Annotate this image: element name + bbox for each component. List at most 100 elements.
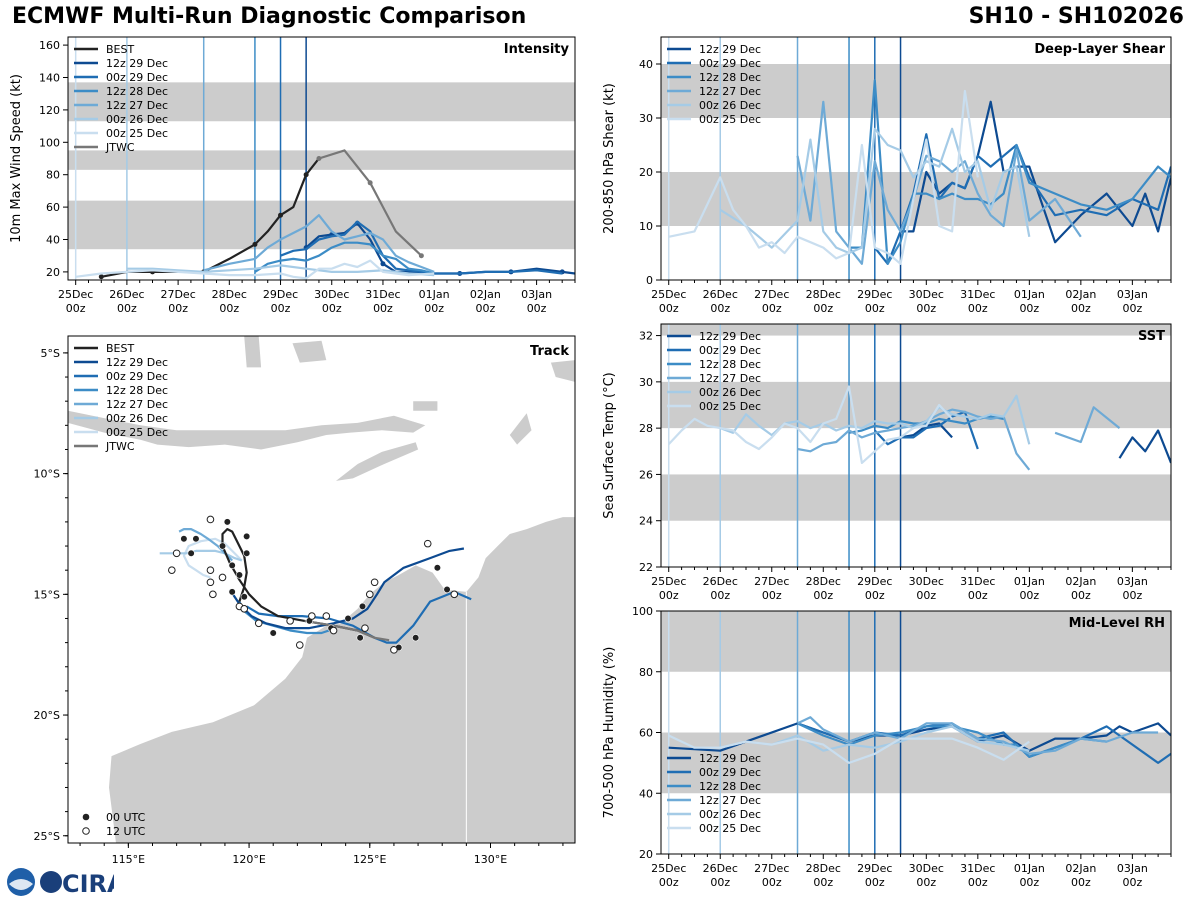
intensity-y-tick-label-20: 20	[46, 266, 60, 279]
sst-y-tick-label-32: 32	[639, 330, 653, 343]
intensity-point-best-0	[98, 274, 104, 280]
rh-band-1	[661, 611, 1171, 672]
sst-x-tick-label-4: 29Dec	[857, 575, 892, 588]
sst-series-00z-26-dec	[719, 394, 1031, 445]
track-point-12utc-3	[206, 566, 215, 574]
track-point-12utc-13	[329, 626, 338, 635]
track-series-00z-25-dec	[182, 537, 243, 579]
track-point-12utc-0	[206, 515, 215, 524]
shear-x-tick-label-hour-9: 00z	[1122, 302, 1142, 315]
sst-x-tick-label-hour-2: 00z	[762, 589, 782, 602]
shear-y-tick-label-10: 10	[639, 220, 653, 233]
sst-band-1	[661, 381, 1171, 429]
shear-y-tick-label-20: 20	[639, 166, 653, 179]
shear-x-tick-label-5: 30Dec	[909, 288, 944, 301]
intensity-legend-label-00z-29-dec: 00z 29 Dec	[106, 71, 168, 84]
rh-x-tick-label-5: 30Dec	[909, 862, 944, 875]
rh-legend-label-00z-26-dec: 00z 26 Dec	[699, 808, 761, 821]
sst-series-00z-29-dec	[873, 410, 979, 450]
rh-x-tick-label-hour-9: 00z	[1122, 876, 1142, 889]
intensity-point-12z-29-dec-6	[380, 261, 386, 267]
track-point-12utc-18	[390, 646, 398, 654]
track-point-12utc-8	[240, 605, 249, 613]
shear-y-tick-label-30: 30	[639, 112, 653, 125]
intensity-band-0	[68, 200, 575, 250]
intensity-legend-label-best: BEST	[106, 43, 134, 56]
sst-legend-label-12z-29-dec: 12z 29 Dec	[699, 330, 761, 343]
sst-series-00z-25-dec	[667, 385, 953, 464]
intensity-x-tick-label-hour-8: 00z	[475, 302, 495, 315]
intensity-chart: 25Dec00z26Dec00z27Dec00z28Dec00z29Dec00z…	[9, 36, 576, 315]
shear-legend-label-00z-26-dec: 00z 26 Dec	[699, 99, 761, 112]
sst-x-tick-label-hour-8: 00z	[1071, 589, 1091, 602]
track-series-00z-26-dec	[159, 549, 243, 562]
storm-id: SH10 - SH102026	[968, 4, 1184, 29]
track-x-tick-label-1: 120°E	[232, 853, 265, 866]
shear-legend-label-12z-29-dec: 12z 29 Dec	[699, 43, 761, 56]
kai-islands	[550, 360, 575, 382]
track-legend-label-12z-29-dec: 12z 29 Dec	[106, 356, 168, 369]
intensity-legend-label-00z-25-dec: 00z 25 Dec	[106, 127, 168, 140]
track-legend-label-jtwc: JTWC	[105, 440, 135, 453]
sst-frame	[660, 323, 1172, 568]
shear-legend-label-12z-27-dec: 12z 27 Dec	[699, 85, 761, 98]
rh-y-tick-label-100: 100	[632, 605, 653, 618]
track-legend-label-00z-26-dec: 00z 26 Dec	[106, 412, 168, 425]
track-point-12utc-11	[295, 641, 304, 649]
shear-band-1	[661, 64, 1171, 118]
sst-plot-area	[661, 324, 1171, 567]
track-y-tick-label-3: 20°S	[34, 709, 60, 722]
track-point-00utc-19	[443, 585, 451, 594]
intensity-y-tick-label-140: 140	[39, 72, 60, 85]
track-legend-label-00utc: 00 UTC	[106, 811, 146, 824]
track-point-12utc-16	[365, 590, 374, 599]
sst-band-2	[661, 324, 1171, 336]
intensity-point-best-10	[303, 172, 309, 178]
rh-x-tick-label-hour-7: 00z	[1019, 876, 1039, 889]
rh-x-tick-label-hour-1: 00z	[710, 876, 730, 889]
track-point-00utc-2	[180, 535, 188, 543]
track-series-12z-29-dec	[228, 547, 465, 630]
sst-x-tick-label-hour-6: 00z	[968, 589, 988, 602]
sulawesi-coast	[244, 336, 262, 368]
shear-chart: 25Dec00z26Dec00z27Dec00z28Dec00z29Dec00z…	[602, 36, 1172, 315]
rh-x-tick-label-hour-5: 00z	[916, 876, 936, 889]
track-point-12utc-9	[254, 619, 263, 628]
shear-panel-title: Deep-Layer Shear	[1034, 42, 1165, 57]
rh-x-tick-label-8: 02Jan	[1065, 862, 1096, 875]
intensity-point-best-8	[278, 212, 284, 218]
shear-x-tick-label-hour-8: 00z	[1071, 302, 1091, 315]
sst-legend-label-12z-28-dec: 12z 28 Dec	[699, 358, 761, 371]
track-series-jtwc	[304, 619, 390, 642]
track-point-00utc-5	[228, 561, 236, 569]
rh-x-tick-label-hour-0: 00z	[659, 876, 679, 889]
intensity-point-jtwc-2	[367, 180, 373, 186]
shear-series-00z-25-dec	[668, 89, 979, 265]
track-point-12utc-2	[168, 566, 176, 574]
shear-legend-label-12z-28-dec: 12z 28 Dec	[699, 71, 761, 84]
shear-legend-label-00z-29-dec: 00z 29 Dec	[699, 57, 761, 70]
intensity-x-tick-label-2: 27Dec	[160, 288, 195, 301]
shear-plot-area	[661, 37, 1171, 280]
track-y-tick-label-2: 15°S	[34, 588, 60, 601]
sst-x-tick-label-6: 31Dec	[960, 575, 995, 588]
rh-y-tick-label-40: 40	[639, 787, 653, 800]
track-point-00utc-10	[243, 532, 251, 540]
rh-series-12z-28-dec	[797, 722, 1107, 758]
track-x-tick-label-3: 130°E	[474, 853, 507, 866]
intensity-x-tick-label-hour-5: 00z	[322, 302, 342, 315]
track-y-tick-label-1: 10°S	[34, 468, 60, 481]
track-point-00utc-4	[218, 542, 227, 550]
rh-y-tick-label-20: 20	[639, 848, 653, 861]
track-point-00utc-8	[240, 593, 248, 601]
cira-logo: CIRA	[7, 868, 114, 898]
intensity-series-00z-26-dec	[126, 264, 435, 277]
rh-panel-title: Mid-Level RH	[1069, 616, 1165, 631]
track-plot-area	[68, 336, 575, 843]
sst-x-tick-label-hour-9: 00z	[1122, 589, 1142, 602]
intensity-y-tick-label-60: 60	[46, 201, 60, 214]
shear-series-00z-26-dec	[719, 127, 1031, 255]
page-title: ECMWF Multi-Run Diagnostic Comparison	[12, 4, 527, 29]
track-point-00utc-20	[433, 564, 441, 572]
rh-legend-label-12z-28-dec: 12z 28 Dec	[699, 780, 761, 793]
